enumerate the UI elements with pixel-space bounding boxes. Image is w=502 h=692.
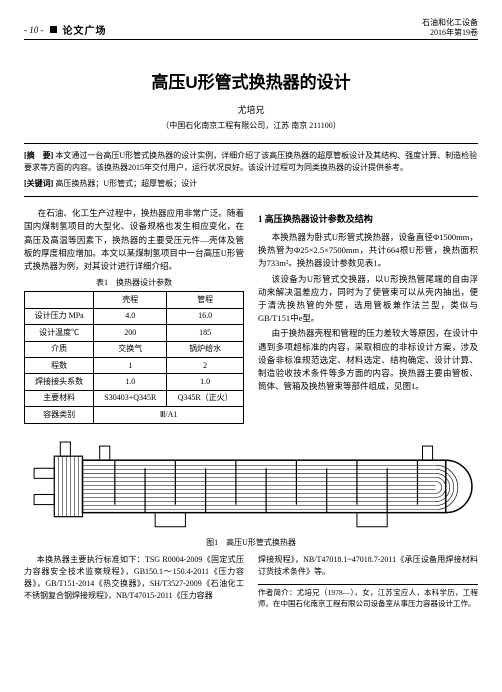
page-number: - 10 -: [24, 25, 44, 35]
issue-info: 2016年第19卷: [422, 28, 478, 38]
abstract-line: [摘 要] 本文通过一台高压U形管式换热器的设计实例，详细介绍了该高压换热器的超…: [24, 150, 478, 174]
heat-exchanger-diagram: [24, 438, 478, 534]
left-p1: 在石油、化工生产过程中，换热器应用非常广泛。随着国内煤制氢项目的大型化、设备规格…: [24, 207, 244, 273]
table-cell: 1: [94, 358, 167, 374]
table-cell: 设计压力 MPa: [25, 308, 94, 324]
refs-right-col: 焊接规程》，NB/T47018.1~47018.7-2011《承压设备用焊接材料…: [258, 554, 478, 609]
table-cell: 1.0: [167, 374, 244, 390]
params-table: 壳程管程设计压力 MPa4.016.0设计温度℃200185介质交换气锅炉给水程…: [24, 291, 244, 423]
table-cell: 185: [167, 325, 244, 341]
author-footnote: 作者简介：尤培兄（1978—），女，江苏宝应人，本科学历，工程师。在中国石化南京…: [258, 584, 478, 609]
table-row: 焊接接头系数1.01.0: [25, 374, 244, 390]
square-icon: [50, 26, 57, 33]
table-cell: S30403+Q345R: [94, 390, 167, 406]
keywords-label: [关键词]: [24, 179, 53, 188]
figure-1: [24, 438, 478, 534]
affiliation: （中国石化南京工程有限公司，江苏 南京 211100）: [24, 120, 478, 131]
table-row: 设计压力 MPa4.016.0: [25, 308, 244, 324]
refs-left-text: 本换热器主要执行标准如下：TSG R0004-2009《固定式压力容器安全技术监…: [24, 554, 244, 602]
header-right: 石油和化工设备 2016年第19卷: [422, 18, 478, 37]
figure-caption: 图1 高压U形管式换热器: [24, 537, 478, 548]
left-column: 在石油、化工生产过程中，换热器应用非常广泛。随着国内煤制氢项目的大型化、设备规格…: [24, 207, 244, 429]
table-row: 主要材料S30403+Q345RQ345R（正火）: [25, 390, 244, 406]
table-cell: 程数: [25, 358, 94, 374]
table-cell: 管程: [167, 292, 244, 308]
table-cell: 壳程: [94, 292, 167, 308]
two-column-body: 在石油、化工生产过程中，换热器应用非常广泛。随着国内煤制氢项目的大型化、设备规格…: [24, 207, 478, 429]
footnote-text: 作者简介：尤培兄（1978—），女，江苏宝应人，本科学历，工程师。在中国石化南京…: [258, 588, 478, 608]
table-caption: 表1 换热器设计参数: [24, 277, 244, 289]
abstract-text: 本文通过一台高压U形管式换热器的设计实例，详细介绍了该高压换热器的超厚管板设计及…: [24, 151, 477, 172]
refs-right-text: 焊接规程》，NB/T47018.1~47018.7-2011《承压设备用焊接材料…: [258, 554, 478, 578]
table-cell: 介质: [25, 341, 94, 357]
table-cell: 2: [167, 358, 244, 374]
right-p1: 本换热器为卧式U形管式换热器，设备直径Φ1500mm，换热管为Φ25×2.5×7…: [258, 231, 478, 271]
keywords-line: [关键词] 高压换热器；U形管式；超厚管板；设计: [24, 178, 478, 190]
table-cell: 容器类别: [25, 407, 94, 423]
section-label: 论文广场: [63, 22, 107, 37]
refs-left: 本换热器主要执行标准如下：TSG R0004-2009《固定式压力容器安全技术监…: [24, 554, 244, 609]
page-title: 高压U形管式换热器的设计: [24, 68, 478, 93]
table-cell: 锅炉给水: [167, 341, 244, 357]
right-column: 1 高压换热器设计参数及结构 本换热器为卧式U形管式换热器，设备直径Φ1500m…: [258, 207, 478, 429]
table-cell: 200: [94, 325, 167, 341]
table-cell: 设计温度℃: [25, 325, 94, 341]
table-cell: [25, 292, 94, 308]
table-cell: 16.0: [167, 308, 244, 324]
journal-name: 石油和化工设备: [422, 18, 478, 28]
table-row: 程数12: [25, 358, 244, 374]
table-cell: 4.0: [94, 308, 167, 324]
section-heading: 1 高压换热器设计参数及结构: [258, 213, 478, 227]
right-p2: 该设备为U形管式交换器，以U形换热管尾端的自由浮动来解决温差应力，同时为了使管束…: [258, 273, 478, 326]
author: 尤培兄: [24, 103, 478, 116]
table-cell: 1.0: [94, 374, 167, 390]
page-header: - 10 - 论文广场 石油和化工设备 2016年第19卷: [24, 18, 478, 40]
table-cell: Q345R（正火）: [167, 390, 244, 406]
abstract-block: [摘 要] 本文通过一台高压U形管式换热器的设计实例，详细介绍了该高压换热器的超…: [24, 143, 478, 197]
abstract-label: [摘 要]: [24, 151, 53, 160]
table-row: 介质交换气锅炉给水: [25, 341, 244, 357]
table-cell: Ⅲ/A1: [94, 407, 244, 423]
header-left: - 10 - 论文广场: [24, 22, 107, 37]
right-p3: 由于换热器壳程和管程的压力差较大等原因，在设计中遇到多项超标准的内容，采取相应的…: [258, 327, 478, 393]
table-row: 壳程管程: [25, 292, 244, 308]
table-row: 设计温度℃200185: [25, 325, 244, 341]
keywords-text: 高压换热器；U形管式；超厚管板；设计: [55, 179, 197, 188]
table-cell: 主要材料: [25, 390, 94, 406]
table-row: 容器类别Ⅲ/A1: [25, 407, 244, 423]
table-cell: 焊接接头系数: [25, 374, 94, 390]
table-cell: 交换气: [94, 341, 167, 357]
refs-row: 本换热器主要执行标准如下：TSG R0004-2009《固定式压力容器安全技术监…: [24, 554, 478, 609]
